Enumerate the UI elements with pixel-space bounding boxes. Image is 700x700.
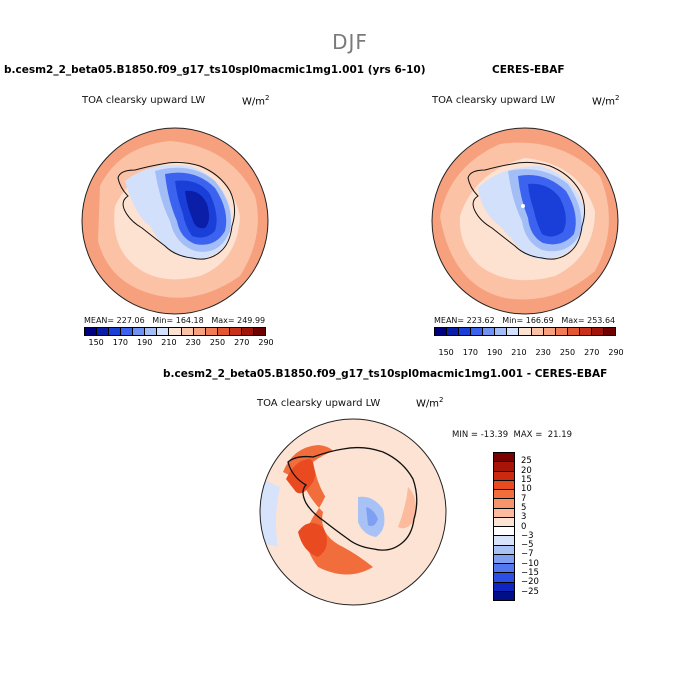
colorbar-swatch [241, 328, 254, 335]
colorbar-tick-label: 210 [511, 348, 527, 357]
colorbar-tick-label: 20 [521, 465, 532, 476]
panel-1-units: W/m2 [242, 94, 270, 108]
colorbar-tick-label: −25 [521, 586, 539, 597]
diff-panel-case-title: b.cesm2_2_beta05.B1850.f09_g17_ts10spl0m… [163, 368, 608, 380]
colorbar-swatch [494, 536, 514, 546]
colorbar-swatch [494, 517, 514, 527]
colorbar-swatch [579, 328, 592, 335]
colorbar-swatch [205, 328, 218, 335]
colorbar-swatch [483, 328, 496, 335]
colorbar-tick-label: −7 [521, 549, 534, 560]
panel-2-polar-map [431, 127, 619, 315]
colorbar-swatch [494, 582, 514, 592]
colorbar-swatch [145, 328, 158, 335]
colorbar-swatch [494, 453, 514, 463]
colorbar-tick-label: 270 [584, 348, 600, 357]
colorbar-tick-label: 230 [535, 348, 551, 357]
colorbar-swatch [181, 328, 194, 335]
colorbar-swatch [435, 328, 448, 335]
colorbar-swatch [85, 328, 98, 335]
colorbar-tick-label: 170 [112, 338, 129, 347]
diff-panel-field-label: TOA clearsky upward LW [257, 398, 381, 409]
colorbar-swatch [495, 328, 508, 335]
colorbar-swatch [133, 328, 146, 335]
colorbar-swatch [494, 545, 514, 555]
colorbar-tick-label: 210 [161, 338, 177, 347]
panel-2-colorbar [434, 327, 616, 336]
colorbar-tick-label: −20 [521, 577, 539, 588]
colorbar-tick-label: 250 [209, 338, 226, 347]
colorbar-swatch [603, 328, 615, 335]
colorbar-tick-label: 10 [521, 484, 532, 495]
colorbar-tick-label: 5 [521, 502, 527, 513]
colorbar-swatch [447, 328, 460, 335]
colorbar-tick-label: 150 [438, 348, 454, 357]
colorbar-swatch [121, 328, 134, 335]
colorbar-tick-label: −3 [521, 530, 534, 541]
panel-2-stats: MEAN= 223.62 Min= 166.69 Max= 253.64 [434, 316, 616, 325]
colorbar-swatch [543, 328, 556, 335]
panel-2-field-label: TOA clearsky upward LW [432, 95, 556, 106]
colorbar-tick-label: 190 [487, 348, 503, 357]
diff-panel-units: W/m2 [416, 396, 444, 410]
colorbar-swatch [193, 328, 206, 335]
colorbar-swatch [494, 573, 514, 583]
colorbar-swatch [471, 328, 484, 335]
panel-1-colorbar-ticks: 150 170 190 210 230 250 270 290 [84, 338, 273, 348]
colorbar-tick-label: 290 [258, 338, 274, 347]
panel-2-units: W/m2 [592, 94, 620, 108]
colorbar-swatch [507, 328, 520, 335]
colorbar-swatch [494, 490, 514, 500]
colorbar-swatch [494, 508, 514, 518]
diff-panel-stats: MIN = -13.39 MAX = 21.19 [452, 430, 573, 440]
panel-1-colorbar [84, 327, 266, 336]
colorbar-swatch [591, 328, 604, 335]
colorbar-swatch [229, 328, 242, 335]
colorbar-swatch [157, 328, 170, 335]
colorbar-tick-label: 7 [521, 493, 527, 504]
colorbar-swatch [531, 328, 544, 335]
diff-panel-polar-map [259, 418, 447, 606]
colorbar-swatch [109, 328, 122, 335]
colorbar-swatch [567, 328, 580, 335]
colorbar-swatch [494, 591, 514, 600]
panel-1-field-label: TOA clearsky upward LW [82, 95, 206, 106]
panel-1-case-title: b.cesm2_2_beta05.B1850.f09_g17_ts10spl0m… [4, 64, 426, 76]
page-title: DJF [332, 30, 368, 54]
colorbar-swatch [459, 328, 472, 335]
colorbar-tick-label: 250 [559, 348, 576, 357]
panel-2-colorbar-ticks: 150 170 190 210 230 250 270 290 [434, 348, 623, 358]
colorbar-tick-label: 170 [462, 348, 479, 357]
colorbar-swatch [494, 527, 514, 537]
colorbar-swatch [494, 554, 514, 564]
colorbar-tick-label: −5 [521, 540, 534, 551]
colorbar-swatch [555, 328, 568, 335]
colorbar-tick-label: 25 [521, 456, 532, 467]
diff-panel-colorbar [493, 452, 515, 601]
colorbar-tick-label: 270 [234, 338, 250, 347]
colorbar-swatch [97, 328, 110, 335]
colorbar-tick-label: −10 [521, 558, 539, 569]
panel-1-polar-map [81, 127, 269, 315]
colorbar-swatch [169, 328, 182, 335]
colorbar-swatch [494, 564, 514, 574]
panel-1-stats: MEAN= 227.06 Min= 164.18 Max= 249.99 [84, 316, 266, 325]
colorbar-tick-label: 190 [137, 338, 153, 347]
colorbar-swatch [217, 328, 230, 335]
colorbar-tick-label: 0 [521, 521, 527, 532]
colorbar-swatch [494, 462, 514, 472]
colorbar-tick-label: 230 [185, 338, 201, 347]
colorbar-tick-label: 3 [521, 512, 527, 523]
colorbar-swatch [494, 499, 514, 509]
colorbar-tick-label: 150 [88, 338, 104, 347]
panel-2-case-title: CERES-EBAF [492, 64, 565, 76]
colorbar-tick-label: 290 [608, 348, 624, 357]
colorbar-swatch [253, 328, 265, 335]
colorbar-swatch [494, 480, 514, 490]
colorbar-tick-label: 15 [521, 474, 532, 485]
colorbar-swatch [494, 471, 514, 481]
colorbar-tick-label: −15 [521, 568, 539, 579]
diff-panel-colorbar-ticks: 25 20 15 10 7 5 3 0 −3 −5 −7 −10 −15 −20 −25 [521, 452, 561, 601]
colorbar-swatch [519, 328, 532, 335]
